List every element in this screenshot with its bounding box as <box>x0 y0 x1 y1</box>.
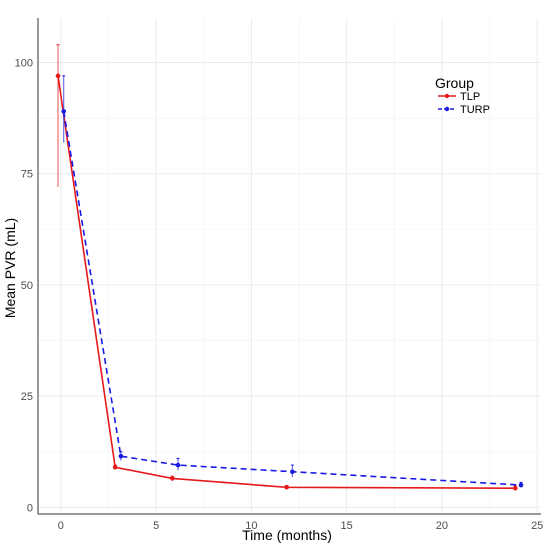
series-tlp <box>56 45 518 491</box>
legend-key-point <box>445 94 449 98</box>
legend-key-point <box>445 107 449 111</box>
data-point <box>513 486 518 491</box>
data-point <box>113 465 118 470</box>
legend-title: Group <box>435 75 474 91</box>
series-line <box>58 76 515 488</box>
data-point <box>56 74 61 79</box>
y-tick-label: 100 <box>15 57 33 69</box>
y-tick-label: 50 <box>21 280 33 292</box>
data-point <box>176 463 181 468</box>
data-point <box>290 469 295 474</box>
x-tick-label: 0 <box>58 520 64 532</box>
y-axis-title: Mean PVR (mL) <box>2 218 18 318</box>
data-point <box>61 109 66 114</box>
series-line <box>64 111 521 485</box>
x-axis-title: Time (months) <box>242 527 332 543</box>
legend-label: TLP <box>460 91 480 103</box>
legend-item-turp: TURP <box>438 104 490 116</box>
y-tick-label: 0 <box>27 502 33 514</box>
data-series <box>56 45 524 491</box>
x-tick-label: 25 <box>531 520 543 532</box>
data-point <box>170 476 175 481</box>
data-point <box>284 485 289 490</box>
x-tick-label: 20 <box>436 520 448 532</box>
x-tick-label: 15 <box>341 520 353 532</box>
series-turp <box>61 76 523 488</box>
y-tick-label: 75 <box>21 169 33 181</box>
legend-label: TURP <box>460 104 490 116</box>
data-point <box>519 483 524 488</box>
x-tick-label: 5 <box>153 520 159 532</box>
y-tick-label: 25 <box>21 391 33 403</box>
data-point <box>119 454 124 459</box>
legend-item-tlp: TLP <box>438 91 480 103</box>
